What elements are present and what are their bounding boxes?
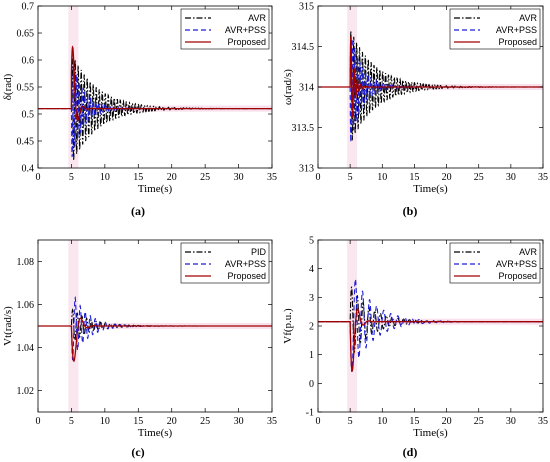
chart-panel-4: 0 5 10 15 20 25 30 35-1012345Time(s)Vf(p.u.)AVR… [282,236,548,460]
x-tick-label: 15 [133,416,143,427]
x-tick-label: 0 [316,172,321,183]
y-axis-label: Vf(p.u.) [282,308,294,344]
x-tick-label: 15 [409,172,419,183]
x-tick-label: 30 [506,172,516,183]
series-line-3 [38,45,272,122]
y-tick-label: 2 [309,322,314,333]
y-tick-label: 0.7 [22,2,35,13]
y-tick-label: 4 [309,264,314,275]
y-tick-label: 0.55 [17,83,35,94]
disturbance-highlight [347,240,358,412]
panel-caption: (a) [131,204,145,218]
x-tick-label: 5 [348,172,353,183]
x-tick-label: 10 [377,416,387,427]
y-tick-label: 0.65 [17,29,35,40]
legend-entry: AVR [519,247,537,257]
y-tick-label: 5 [309,236,314,247]
x-tick-label: 20 [167,416,177,427]
y-tick-label: 3 [309,293,314,304]
chart-panel-1: 0 5 10 15 20 25 30 35 0.4 0.45 0.5 0.55 0.6 0.65 0.7 Ti… [2,2,277,219]
y-tick-label: 1.06 [17,300,35,311]
y-tick-label: 313 [299,164,314,175]
y-tick-label: 313.5 [292,123,315,134]
series-group [38,295,272,362]
y-tick-label: 1.02 [17,386,35,397]
legend-entry: Proposed [498,271,537,281]
legend-entry: PID [251,247,267,257]
panel-caption: (b) [403,204,418,218]
legend-entry: AVR [519,13,537,23]
x-tick-label: 30 [234,172,244,183]
x-tick-label: 0 [36,172,41,183]
y-tick-label: 315 [299,2,314,13]
legend: AVR AVR+PSS Proposed [449,8,541,50]
legend-entry: AVR+PSS [225,25,266,35]
x-tick-label: 10 [100,172,110,183]
legend-entry: AVR+PSS [225,259,266,269]
series-line-3 [318,308,543,372]
legend-entry: AVR+PSS [496,25,537,35]
x-axis-label: Time(s) [138,183,173,195]
y-tick-label: -1 [306,408,314,419]
legend: AVR AVR+PSS Proposed [180,8,270,50]
series-line-3 [318,36,543,119]
legend-entry: Proposed [227,271,266,281]
y-tick-label: 1.04 [17,343,35,354]
legend-entry: Proposed [498,37,537,47]
x-tick-label: 5 [69,416,74,427]
chart-panel-3: 0 5 10 15 20 25 30 35 1.02 1.04 1.06 1.08 Time(s) Vt(… [2,239,277,459]
series-group [318,30,543,143]
y-tick-label: 1.08 [17,257,35,268]
x-tick-label: 30 [234,416,244,427]
x-tick-label: 35 [538,172,548,183]
x-tick-label: 10 [377,172,387,183]
y-tick-label: 0 [309,379,314,390]
y-tick-label: 314 [299,83,314,94]
y-axis-label: ω(rad/s) [282,69,294,105]
x-tick-label: 30 [506,416,516,427]
x-tick-label: 15 [133,172,143,183]
x-tick-label: 35 [267,416,277,427]
x-tick-label: 0 [316,416,321,427]
legend: AVR AVR+PSS Proposed [449,242,541,284]
y-axis-label: δ(rad) [2,73,14,100]
y-tick-label: 0.4 [22,164,35,175]
y-axis-label: Vt(rad/s) [2,306,14,346]
x-axis-label: Time(s) [413,427,448,439]
x-tick-label: 0 [36,416,41,427]
legend: PID AVR+PSS Proposed [180,242,270,284]
series-group [38,45,272,161]
x-tick-label: 25 [200,172,210,183]
series-line-3 [38,317,272,362]
x-tick-label: 35 [267,172,277,183]
y-tick-label: 0.45 [17,137,35,148]
x-tick-label: 25 [474,172,484,183]
disturbance-highlight [68,6,79,168]
x-tick-label: 35 [538,416,548,427]
legend-entry: AVR+PSS [496,259,537,269]
x-tick-label: 20 [442,172,452,183]
y-tick-label: 0.5 [22,110,35,121]
x-tick-label: 5 [69,172,74,183]
x-tick-label: 25 [200,416,210,427]
x-axis-label: Time(s) [413,183,448,195]
chart-panel-2: 0 5 10 15 20 25 30 35 313 313.5 314 314.5 315 Time(s)… [282,2,548,219]
x-tick-label: 20 [167,172,177,183]
plot-frame [37,239,273,413]
x-tick-label: 5 [348,416,353,427]
x-tick-label: 25 [474,416,484,427]
y-tick-label: 1 [309,350,314,361]
x-tick-label: 15 [409,416,419,427]
series-group [318,278,543,373]
panel-caption: (c) [131,445,144,459]
x-tick-label: 10 [100,416,110,427]
y-tick-label: 314.5 [292,42,315,53]
legend-entry: Proposed [227,37,266,47]
legend-entry: AVR [248,13,266,23]
x-axis-label: Time(s) [138,427,173,439]
y-tick-label: 0.6 [22,56,35,67]
panel-caption: (d) [403,445,418,459]
x-tick-label: 20 [442,416,452,427]
